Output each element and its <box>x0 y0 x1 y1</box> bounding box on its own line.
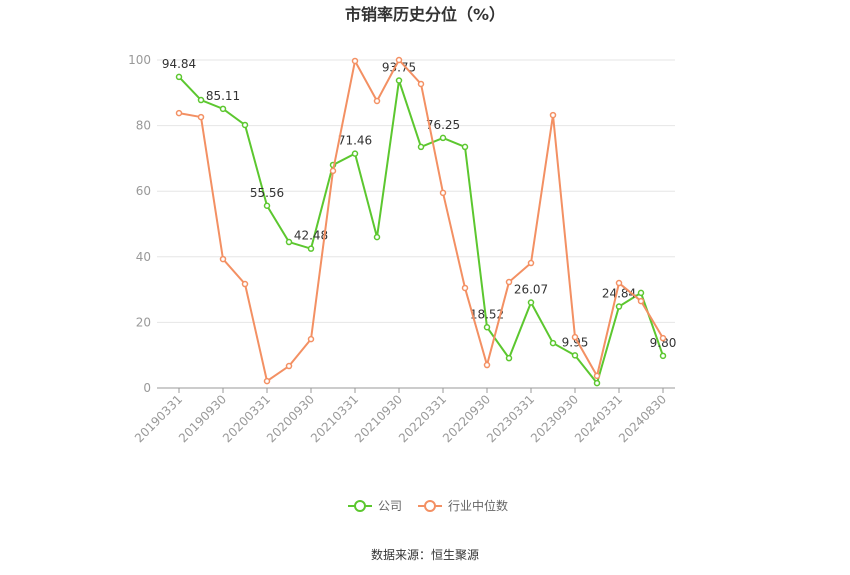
point <box>219 105 227 113</box>
point <box>241 121 249 129</box>
y-tick-label: 80 <box>136 119 151 133</box>
point <box>329 167 337 175</box>
point <box>263 202 271 210</box>
data-label: 9.95 <box>562 335 589 349</box>
point <box>285 238 293 246</box>
source: 数据来源：恒生聚源 <box>371 547 479 562</box>
legend-label: 行业中位数 <box>448 498 508 513</box>
point <box>615 303 623 310</box>
point <box>197 96 205 104</box>
point <box>439 134 447 142</box>
x-tick-label: 20240830 <box>616 392 669 445</box>
legend-marker <box>424 500 437 512</box>
point <box>285 362 293 370</box>
data-label: 93.75 <box>382 61 416 75</box>
data-label: 85.11 <box>206 89 240 103</box>
point <box>483 324 491 331</box>
data-label: 9.80 <box>650 336 677 350</box>
point <box>197 113 205 121</box>
point <box>307 335 315 343</box>
point <box>659 334 667 342</box>
point <box>659 352 667 360</box>
legend-marker <box>354 500 366 512</box>
data-label: 18.52 <box>470 307 504 321</box>
y-tick-label: 0 <box>143 381 151 395</box>
point <box>175 73 183 81</box>
point <box>461 284 469 292</box>
point <box>593 379 601 387</box>
point <box>307 245 315 252</box>
point <box>219 255 227 263</box>
data-label: 55.56 <box>250 186 284 200</box>
point <box>175 109 183 117</box>
y-tick-label: 40 <box>136 250 151 264</box>
point <box>549 111 557 119</box>
point <box>417 80 425 88</box>
point <box>351 57 359 65</box>
point <box>615 279 623 287</box>
point <box>241 280 249 288</box>
point <box>527 299 535 306</box>
data-label: 42.48 <box>294 229 328 243</box>
point <box>549 339 557 347</box>
point <box>505 278 513 286</box>
point <box>461 143 469 151</box>
data-label: 94.84 <box>162 57 196 71</box>
legend: 公司 行业中位数 <box>348 498 508 513</box>
data-label: 71.46 <box>338 134 372 148</box>
series-line <box>178 76 664 386</box>
point <box>417 143 425 151</box>
y-tick-label: 60 <box>136 184 151 198</box>
point <box>373 97 381 105</box>
y-tick-label: 100 <box>128 53 151 67</box>
point <box>395 77 403 84</box>
y-tick-label: 20 <box>136 315 151 329</box>
point <box>395 56 403 64</box>
point <box>571 333 579 341</box>
point <box>351 150 359 157</box>
point <box>593 372 601 380</box>
chart-title: 市销率历史分位（%） <box>345 5 505 24</box>
point <box>505 354 513 362</box>
data-label: 76.25 <box>426 118 460 132</box>
point <box>637 297 645 305</box>
point <box>571 352 579 359</box>
point <box>483 361 491 369</box>
point <box>263 377 271 385</box>
point <box>527 259 535 267</box>
point <box>439 189 447 197</box>
series-line <box>178 58 664 383</box>
point <box>637 289 645 297</box>
point <box>373 233 381 241</box>
data-label: 26.07 <box>514 282 548 296</box>
legend-label: 公司 <box>378 499 402 513</box>
